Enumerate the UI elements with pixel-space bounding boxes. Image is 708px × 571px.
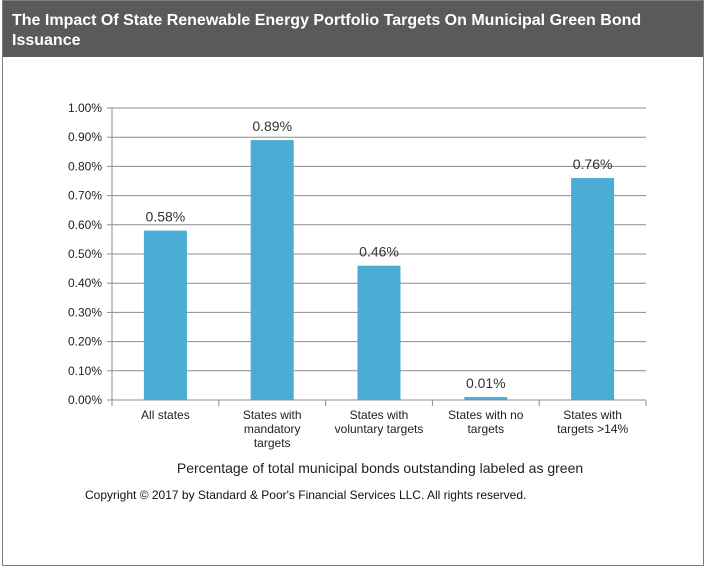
data-label: 0.76% (573, 156, 613, 172)
copyright-notice: Copyright © 2017 by Standard & Poor's Fi… (85, 488, 527, 502)
category-label: targets (254, 436, 291, 450)
y-tick-label: 0.40% (68, 276, 102, 290)
category-label: targets >14% (557, 422, 628, 436)
y-tick-label: 0.00% (68, 393, 102, 407)
y-tick-label: 1.00% (68, 101, 102, 115)
category-label: States with (243, 408, 302, 422)
y-tick-label: 0.20% (68, 335, 102, 349)
y-tick-label: 0.30% (68, 305, 102, 319)
data-label: 0.58% (146, 209, 186, 225)
title-bar: The Impact Of State Renewable Energy Por… (3, 1, 703, 57)
y-tick-label: 0.80% (68, 159, 102, 173)
bar (143, 230, 187, 400)
y-tick-label: 0.90% (68, 130, 102, 144)
y-tick-label: 0.10% (68, 364, 102, 378)
y-tick-label: 0.70% (68, 189, 102, 203)
y-tick-label: 0.50% (68, 247, 102, 261)
category-label: targets (467, 422, 504, 436)
y-tick-label: 0.60% (68, 218, 102, 232)
category-label: All states (141, 408, 190, 422)
category-label: voluntary targets (335, 422, 424, 436)
data-label: 0.46% (359, 244, 399, 260)
category-label: States with no (448, 408, 524, 422)
category-label: States with (563, 408, 622, 422)
bar (250, 140, 294, 400)
data-label: 0.01% (466, 375, 506, 391)
category-label: States with (350, 408, 409, 422)
data-label: 0.89% (252, 118, 292, 134)
bar (571, 178, 615, 400)
x-axis-title: Percentage of total municipal bonds outs… (176, 460, 584, 476)
chart-title: The Impact Of State Renewable Energy Por… (12, 12, 642, 49)
category-label: mandatory (244, 422, 301, 436)
bar (357, 265, 401, 400)
bar (464, 397, 508, 400)
